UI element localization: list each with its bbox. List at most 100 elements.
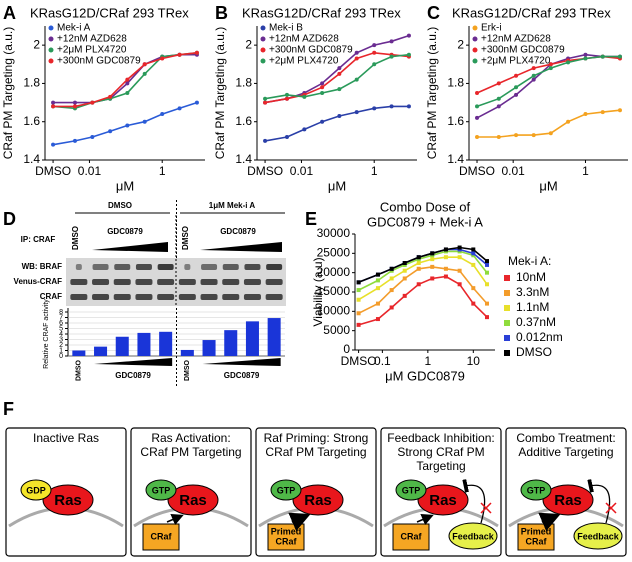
y-tick-label: 1.8 <box>23 76 40 90</box>
y-tick-label: 20000 <box>317 265 351 279</box>
data-point <box>430 257 435 262</box>
data-point <box>443 247 448 252</box>
data-point <box>416 261 421 265</box>
data-point <box>375 272 380 277</box>
data-point <box>443 266 448 271</box>
legend-marker <box>48 47 54 53</box>
data-point <box>302 127 307 132</box>
lane-label: DMSO <box>181 226 190 250</box>
dose-wedge <box>92 242 168 252</box>
bar <box>180 349 194 356</box>
data-point <box>263 100 268 105</box>
data-point <box>389 39 394 44</box>
data-point <box>302 94 307 99</box>
lane-label: DMSO <box>71 226 80 250</box>
legend-marker <box>48 25 54 31</box>
blot-band <box>135 279 153 285</box>
ras <box>542 484 594 516</box>
legend-title: Mek-i A: <box>508 254 551 268</box>
data-point <box>337 113 342 118</box>
blot-band <box>265 279 283 285</box>
series-line <box>358 250 488 291</box>
x-tick-label: 1 <box>159 164 166 178</box>
craf-label: Primed <box>521 526 552 536</box>
data-point <box>108 129 113 134</box>
y-tick-label: 10000 <box>317 304 351 318</box>
chart-title: KRasG12D/CRaf 293 TRex <box>30 5 189 20</box>
series-line <box>358 275 488 326</box>
data-point <box>142 119 147 124</box>
blot-band <box>222 279 240 285</box>
box-title: Combo Treatment: <box>516 431 615 445</box>
data-point <box>475 115 480 120</box>
data-point <box>284 135 289 140</box>
y-tick-label: 7 <box>59 314 63 321</box>
data-point <box>583 52 588 57</box>
legend-label: Mek-i A <box>57 23 91 34</box>
data-point <box>389 305 394 310</box>
data-point <box>402 293 407 298</box>
data-point <box>548 66 553 71</box>
data-point <box>125 81 130 86</box>
box-title: Feedback Inhibition: <box>387 431 494 445</box>
ras-label: Ras <box>554 492 582 509</box>
y-tick-label: 1.8 <box>235 76 252 90</box>
panel-letter: F <box>3 399 14 419</box>
legend-marker <box>472 58 478 64</box>
data-point <box>475 135 480 140</box>
data-point <box>142 62 147 67</box>
data-point <box>416 282 421 287</box>
blot-band <box>92 279 110 285</box>
nucleotide <box>520 479 552 501</box>
data-point <box>356 311 361 316</box>
data-point <box>471 251 476 256</box>
craf <box>142 523 180 551</box>
nucleotide <box>20 479 52 501</box>
data-point <box>375 301 380 306</box>
y-tick-label: 2 <box>457 37 464 51</box>
ras <box>417 484 469 516</box>
data-point <box>600 54 605 59</box>
legend-marker <box>260 36 266 42</box>
nucleotide-label: GTP <box>277 485 296 495</box>
legend-marker <box>504 335 510 341</box>
data-point <box>389 104 394 109</box>
data-point <box>354 50 359 55</box>
bar <box>224 330 238 356</box>
x-tick-label: 0.1 <box>374 354 391 368</box>
chart-title: Combo Dose of <box>380 199 471 214</box>
x-tick-label: DMSO <box>247 164 283 178</box>
craf-label: CRaf <box>400 531 422 541</box>
x-tick-label: DMSO <box>341 354 377 368</box>
y-tick-label: 1.4 <box>235 152 252 166</box>
data-point <box>484 270 489 275</box>
data-point <box>457 282 462 287</box>
y-tick-label: 1.4 <box>447 152 464 166</box>
drug-label: GDC0879 <box>107 227 143 236</box>
data-point <box>90 135 95 140</box>
bar <box>115 336 129 356</box>
blot-band <box>265 294 283 300</box>
y-tick-label: 1.4 <box>23 152 40 166</box>
data-point <box>531 73 536 78</box>
data-point <box>457 268 462 273</box>
data-point <box>406 104 411 109</box>
data-point <box>430 264 435 269</box>
data-point <box>443 274 448 279</box>
legend-label: +12nM AZD628 <box>269 34 339 45</box>
data-point <box>471 247 476 252</box>
dose-wedge <box>94 358 173 366</box>
legend-label: +300nM GDC0879 <box>481 45 565 56</box>
blot-band <box>75 264 82 270</box>
legend-marker <box>260 58 266 64</box>
data-point <box>194 50 199 55</box>
data-point <box>320 119 325 124</box>
data-point <box>531 66 536 71</box>
data-point <box>514 85 519 90</box>
nucleotide-label: GDP <box>26 485 46 495</box>
legend-label: Erk-i <box>481 23 502 34</box>
data-point <box>354 77 359 82</box>
blot-row-label: CRAF <box>40 292 62 301</box>
data-point <box>402 276 407 281</box>
